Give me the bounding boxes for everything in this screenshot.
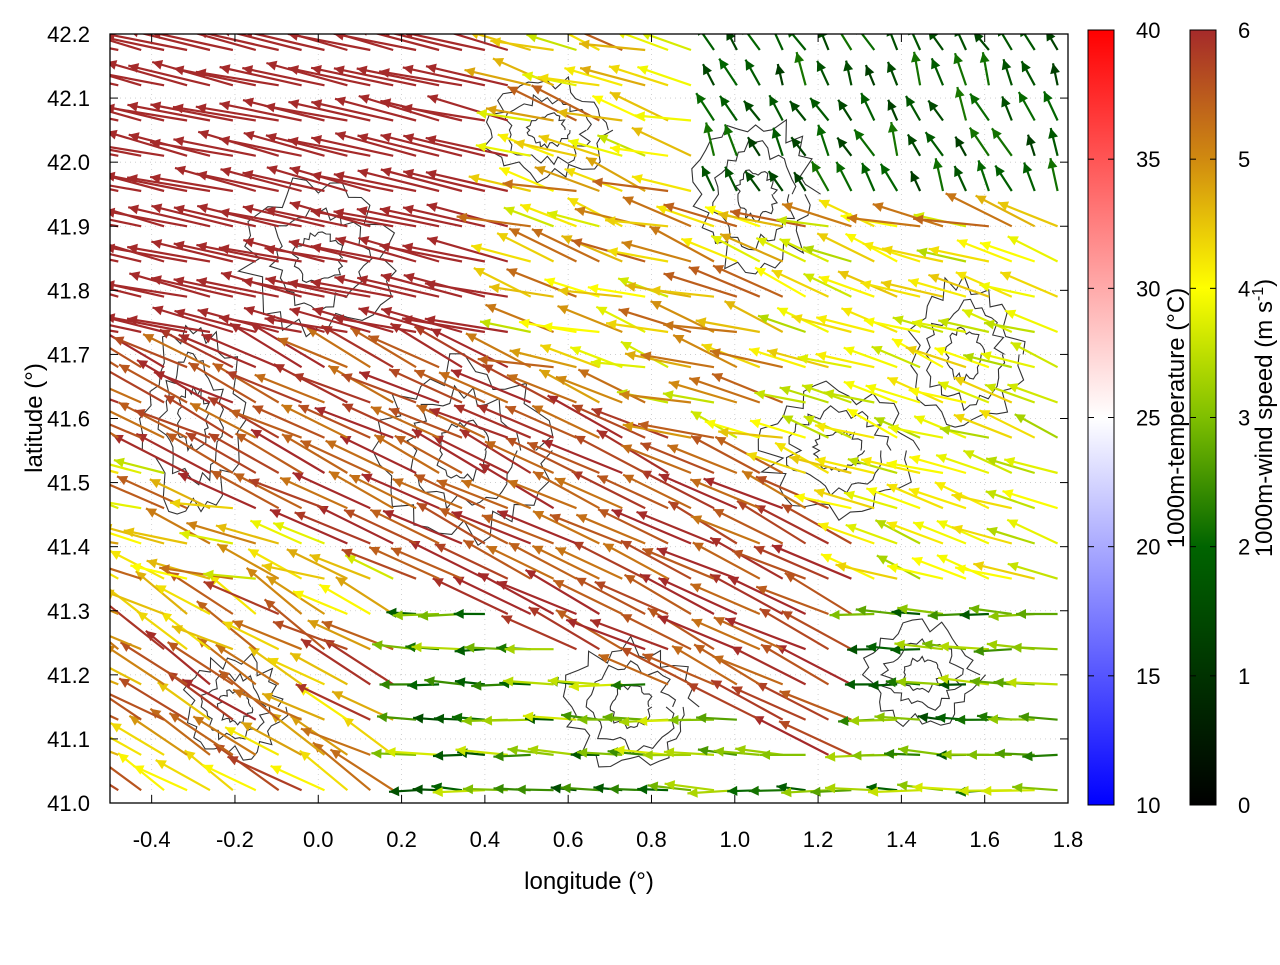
y-tick-label: 42.0 (47, 150, 90, 175)
colorbar-tick-label: 3 (1238, 406, 1250, 431)
colorbar-tick-label: 6 (1238, 18, 1250, 43)
wind-arrow (47, 687, 118, 720)
wind-arrow (36, 65, 118, 85)
y-tick-label: 42.1 (47, 86, 90, 111)
y-tick-label: 41.0 (47, 791, 90, 816)
y-tick-label: 41.4 (47, 535, 90, 560)
x-tick-label: 0.6 (553, 827, 584, 852)
x-axis-label: longitude (°) (524, 868, 654, 895)
y-tick-label: 41.7 (47, 342, 90, 367)
wind-arrow (35, 315, 118, 332)
colorbar-tick-label: 4 (1238, 276, 1250, 301)
x-tick-label: 1.6 (969, 827, 1000, 852)
colorbar-tick-label: 30 (1136, 276, 1160, 301)
wind-speed-label-end: ) (1251, 279, 1278, 287)
colorbar-tick-label: 40 (1136, 18, 1160, 43)
temperature-colorbar-label: 1000m-temperature (°C) (1163, 288, 1190, 548)
colorbar-tick-label: 35 (1136, 147, 1160, 172)
x-tick-label: -0.4 (133, 827, 171, 852)
colorbar-tick-label: 25 (1136, 406, 1160, 431)
x-tick-label: 1.8 (1053, 827, 1084, 852)
y-tick-label: 41.3 (47, 599, 90, 624)
x-tick-label: 0.2 (386, 827, 417, 852)
y-axis-label: latitude (°) (21, 363, 48, 473)
x-tick-label: 1.4 (886, 827, 917, 852)
colorbar-tick-label: 10 (1136, 793, 1160, 818)
x-tick-label: 0.0 (303, 827, 334, 852)
wind-arrow (40, 373, 118, 403)
x-tick-label: 0.8 (636, 827, 667, 852)
colorbar-tick-label: 2 (1238, 535, 1250, 560)
wind-speed-unit-superscript: -1 (1250, 287, 1267, 301)
y-tick-label: 41.8 (47, 278, 90, 303)
x-tick-label: 1.0 (719, 827, 750, 852)
y-tick-label: 41.6 (47, 407, 90, 432)
y-tick-label: 41.9 (47, 214, 90, 239)
y-tick-label: 42.2 (47, 22, 90, 47)
colorbar-tick-label: 20 (1136, 535, 1160, 560)
wind-arrow (36, 241, 118, 261)
y-tick-label: 41.5 (47, 471, 90, 496)
wind-speed-colorbar-label: 1000m-wind speed (m s-1) (1250, 279, 1278, 557)
wind-arrow (51, 748, 118, 790)
colorbar-tick-label: 1 (1238, 664, 1250, 689)
x-tick-label: -0.2 (216, 827, 254, 852)
x-tick-label: 0.4 (470, 827, 501, 852)
colorbar-tick-label: 0 (1238, 793, 1250, 818)
colorbar-tick-label: 5 (1238, 147, 1250, 172)
y-tick-label: 41.2 (47, 663, 90, 688)
y-tick-label: 41.1 (47, 727, 90, 752)
x-tick-label: 1.2 (803, 827, 834, 852)
colorbar-tick-label: 15 (1136, 664, 1160, 689)
